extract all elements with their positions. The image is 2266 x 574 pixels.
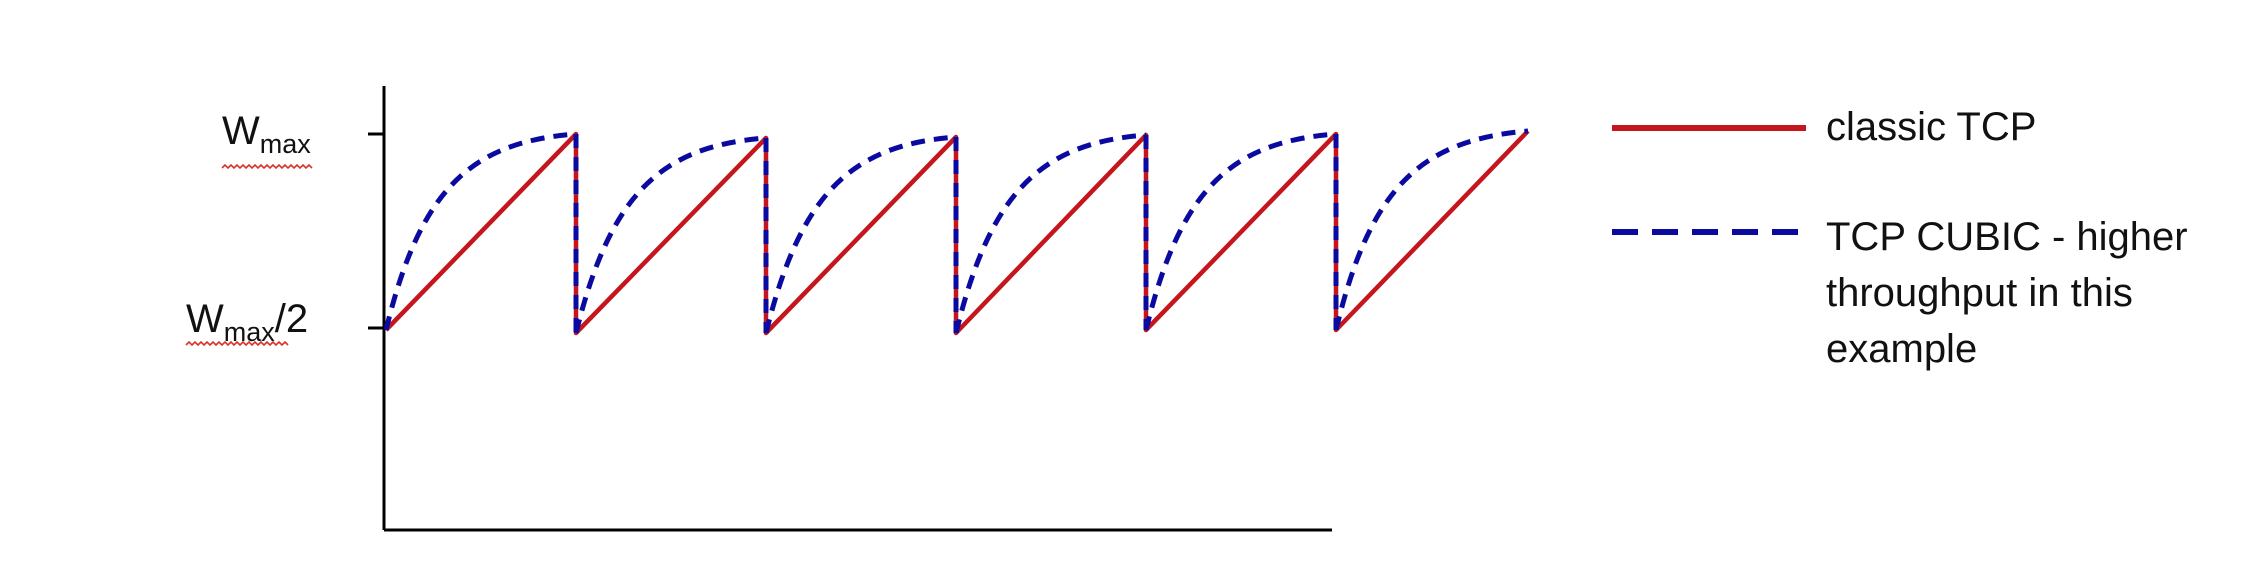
cubic-cycle-6 bbox=[1333, 128, 1529, 331]
cubic-tcp-series bbox=[383, 128, 1529, 334]
label-wmax-half: Wmax/2 bbox=[186, 297, 308, 347]
cubic-cycle-4 bbox=[953, 132, 1147, 334]
legend-label-classic: classic TCP bbox=[1826, 105, 2036, 149]
cubic-cycle-5 bbox=[1143, 131, 1337, 331]
label-wmax: Wmax bbox=[222, 109, 311, 159]
legend-label-cubic: TCP CUBIC - higher throughput in this ex… bbox=[1826, 215, 2199, 371]
cubic-cycle-2 bbox=[573, 135, 767, 334]
legend: classic TCP TCP CUBIC - higher throughpu… bbox=[1612, 105, 2199, 371]
cubic-cycle-3 bbox=[763, 134, 957, 334]
spellcheck-squiggle bbox=[221, 163, 313, 170]
cubic-cycle-1 bbox=[383, 131, 577, 331]
spellcheck-squiggle bbox=[185, 340, 289, 347]
